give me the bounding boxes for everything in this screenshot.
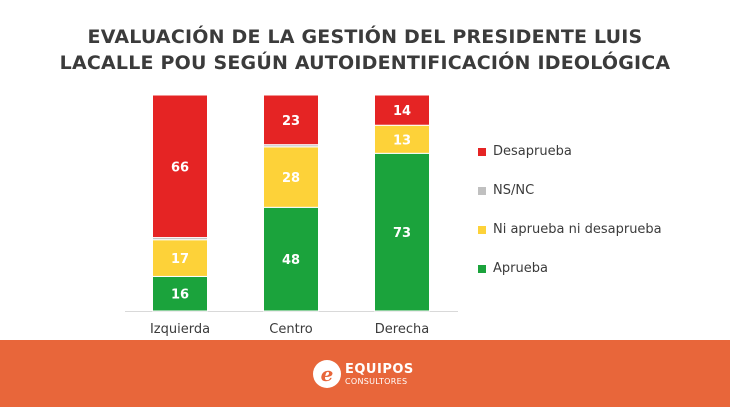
logo-subtitle: CONSULTORES xyxy=(345,376,408,386)
bar-segment-centro-aprueba xyxy=(263,206,319,312)
legend-label: Ni aprueba ni desaprueba xyxy=(493,222,662,237)
data-label-izquierda-desaprueba: 66 xyxy=(171,160,189,175)
bar-segment-derecha-aprueba xyxy=(374,152,430,312)
legend-swatch xyxy=(478,264,486,273)
legend-label: Desaprueba xyxy=(493,144,572,159)
legend-label: NS/NC xyxy=(493,183,535,198)
legend-item-aprueba: Aprueba xyxy=(478,249,662,288)
data-label-centro-ni-aprueba-ni-desaprueba: 28 xyxy=(282,171,300,186)
bar-segment-derecha-desaprueba xyxy=(374,94,430,126)
data-label-derecha-desaprueba: 14 xyxy=(393,104,411,119)
stacked-bar-chart: 16 17 66 Izquierda 48 28 23 Centro 73 13 14 Derecha xyxy=(125,94,458,337)
legend-item-ns-nc: NS/NC xyxy=(478,171,662,210)
bar-segment-derecha-ni-aprueba-ni-desaprueba xyxy=(374,124,430,154)
data-label-derecha-ni-aprueba-ni-desaprueba: 13 xyxy=(393,133,411,148)
footer-bar xyxy=(0,340,730,407)
bar-segment-izquierda-aprueba xyxy=(152,275,208,312)
legend-swatch xyxy=(478,186,486,195)
x-tick-label-derecha: Derecha xyxy=(375,322,429,337)
legend-swatch xyxy=(478,225,486,234)
legend-swatch xyxy=(478,147,486,156)
x-tick-label-centro: Centro xyxy=(269,322,312,337)
chart-legend: Desaprueba NS/NC Ni aprueba ni desaprueba A… xyxy=(478,132,662,288)
data-label-izquierda-ni-aprueba-ni-desaprueba: 17 xyxy=(171,252,189,267)
data-label-centro-desaprueba: 23 xyxy=(282,114,300,129)
x-tick-label-izquierda: Izquierda xyxy=(150,322,210,337)
data-label-centro-aprueba: 48 xyxy=(282,253,300,268)
logo-name: EQUIPOS xyxy=(345,361,414,377)
chart-title: EVALUACIÓN DE LA GESTIÓN DEL PRESIDENTE … xyxy=(0,24,730,76)
chart-title-line-2: LACALLE POU SEGÚN AUTOIDENTIFICACIÓN IDE… xyxy=(59,52,671,74)
data-label-izquierda-aprueba: 16 xyxy=(171,288,189,303)
legend-item-ni-aprueba-ni-desaprueba: Ni aprueba ni desaprueba xyxy=(478,210,662,249)
bar-segment-centro-desaprueba xyxy=(263,94,319,146)
bar-segment-centro-ni-aprueba-ni-desaprueba xyxy=(263,146,319,208)
brand-logo: e EQUIPOS CONSULTORES xyxy=(313,360,414,388)
chart-title-line-1: EVALUACIÓN DE LA GESTIÓN DEL PRESIDENTE … xyxy=(87,26,643,48)
data-label-derecha-aprueba: 73 xyxy=(393,226,411,241)
legend-item-desaprueba: Desaprueba xyxy=(478,132,662,171)
legend-label: Aprueba xyxy=(493,261,548,276)
logo-e-icon: e xyxy=(313,360,341,388)
bar-segment-izquierda-desaprueba xyxy=(152,94,208,239)
bar-segment-izquierda-ni-aprueba-ni-desaprueba xyxy=(152,239,208,277)
